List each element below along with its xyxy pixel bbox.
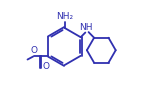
Text: O: O xyxy=(30,46,37,55)
Text: O: O xyxy=(42,62,49,71)
Text: NH: NH xyxy=(79,23,93,32)
Text: NH₂: NH₂ xyxy=(56,12,73,21)
